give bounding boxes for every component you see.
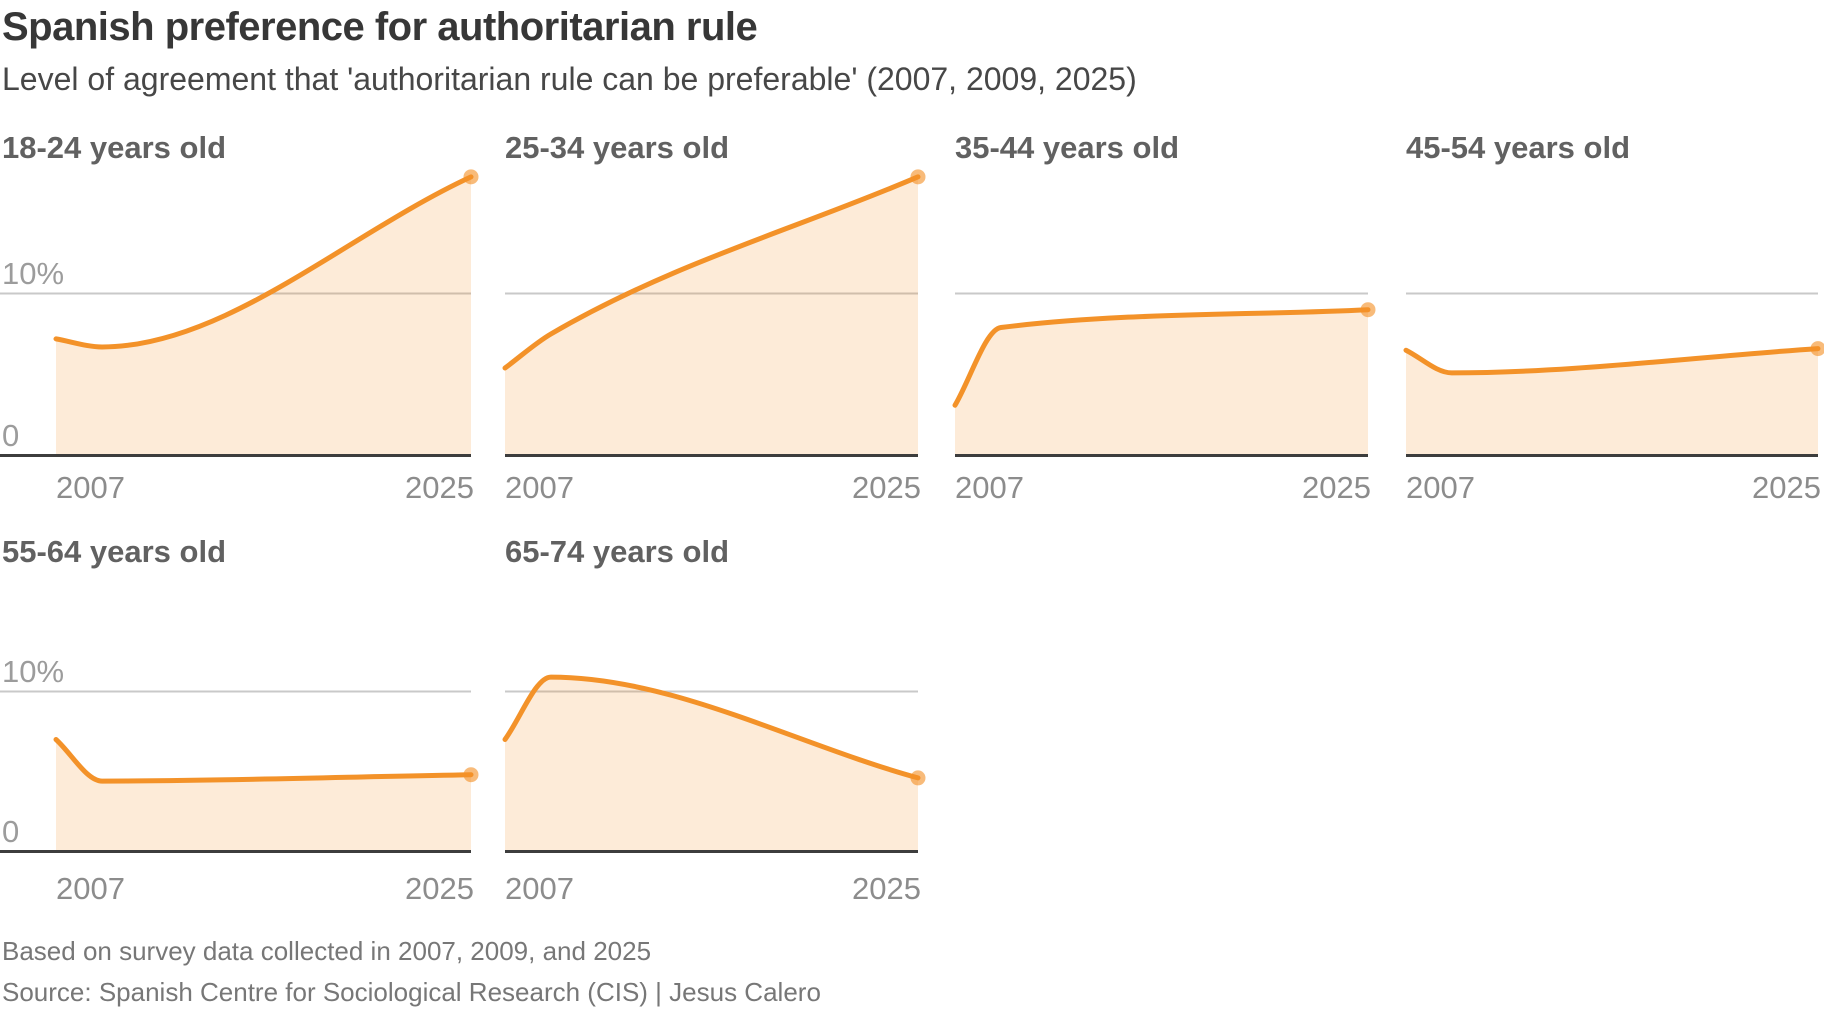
- panel-title: 65-74 years old: [505, 534, 730, 569]
- y-axis-label: 0: [2, 418, 20, 453]
- x-tick-label: 2025: [852, 470, 921, 505]
- trend-line: [952, 307, 1371, 408]
- endpoint-marker: [910, 770, 926, 786]
- x-tick-label: 2007: [1406, 470, 1475, 505]
- x-tick-label: 2007: [505, 470, 574, 505]
- x-tick-label: 2025: [852, 871, 921, 906]
- trend-line: [502, 174, 921, 371]
- area-fill: [1406, 348, 1818, 456]
- chart-source: Source: Spanish Centre for Sociological …: [2, 977, 821, 1007]
- y-axis-label: 0: [2, 814, 20, 849]
- trend-line: [1403, 346, 1821, 376]
- area-fill: [505, 176, 918, 456]
- trend-line: [53, 174, 474, 350]
- x-tick-label: 2025: [405, 470, 474, 505]
- x-tick-label: 2007: [56, 871, 125, 906]
- endpoint-marker: [463, 767, 479, 783]
- panel-title: 18-24 years old: [2, 130, 227, 165]
- endpoint-marker: [910, 169, 926, 185]
- area-fill: [56, 176, 471, 456]
- chart-subtitle: Level of agreement that 'authoritarian r…: [2, 61, 1137, 97]
- panel-title: 35-44 years old: [955, 130, 1180, 165]
- endpoint-marker: [1810, 341, 1824, 357]
- chart-footnote: Based on survey data collected in 2007, …: [2, 936, 652, 966]
- x-tick-label: 2007: [955, 470, 1024, 505]
- trend-line: [502, 674, 921, 781]
- area-fill: [505, 677, 918, 852]
- y-axis-label: 10%: [2, 654, 65, 689]
- x-tick-label: 2025: [405, 871, 474, 906]
- y-axis-label: 10%: [2, 256, 65, 291]
- trend-line: [53, 737, 474, 784]
- x-tick-label: 2025: [1752, 470, 1821, 505]
- area-fill: [56, 739, 471, 852]
- x-tick-label: 2025: [1302, 470, 1371, 505]
- page-title: Spanish preference for authoritarian rul…: [2, 5, 758, 49]
- panel-title: 45-54 years old: [1406, 130, 1631, 165]
- panel-title: 55-64 years old: [2, 534, 227, 569]
- endpoint-marker: [1360, 302, 1376, 318]
- panel-title: 25-34 years old: [505, 130, 730, 165]
- endpoint-marker: [463, 169, 479, 185]
- x-tick-label: 2007: [505, 871, 574, 906]
- area-fill: [955, 309, 1368, 456]
- x-tick-label: 2007: [56, 470, 125, 505]
